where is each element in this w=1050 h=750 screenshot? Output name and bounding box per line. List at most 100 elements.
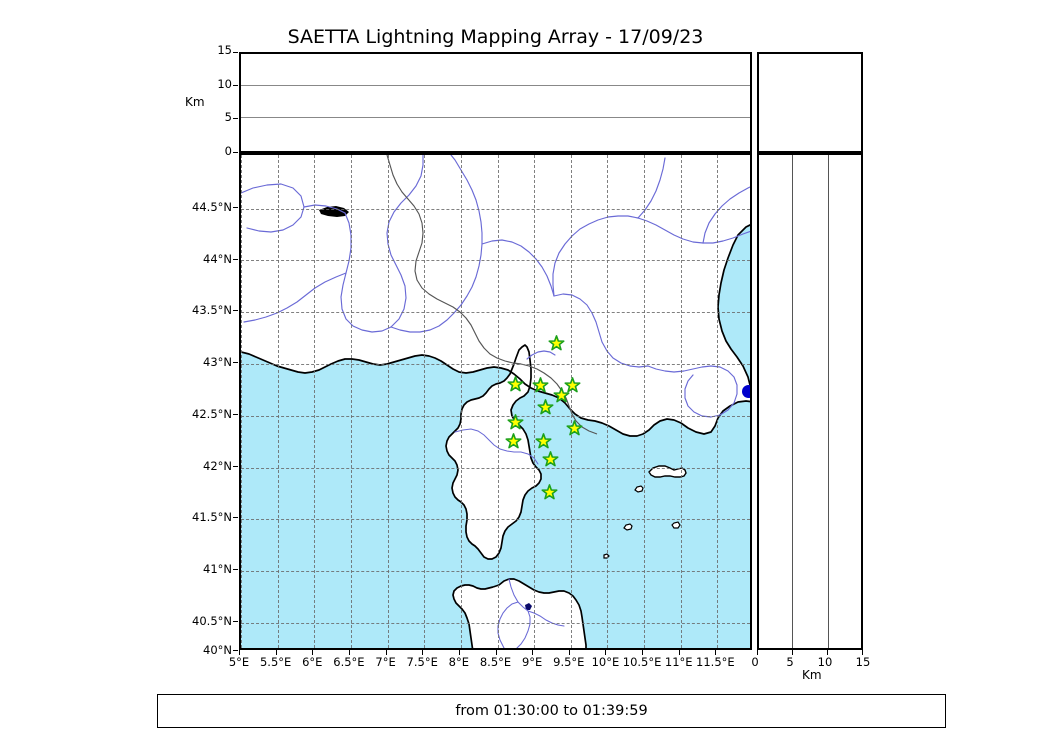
- tick-lon-8.5°E: 8.5°E: [479, 655, 512, 669]
- tick-right-10: 10: [817, 655, 833, 669]
- tickmark-right-10: [827, 650, 828, 655]
- tickmark-top-15: [233, 52, 238, 53]
- tickmark-lon-6°E: [312, 650, 314, 655]
- gridline-lon-5.5: [277, 155, 279, 648]
- panel-lon-altitude: [239, 52, 752, 153]
- tickmark-right-15: [862, 650, 863, 655]
- tick-lon-9.5°E: 9.5°E: [553, 655, 585, 669]
- gridline-lon-5: [241, 155, 242, 648]
- tick-lon-6.5°E: 6.5°E: [333, 655, 365, 669]
- gridline-lon-8.5: [497, 155, 499, 648]
- tickmark-lon-7°E: [385, 650, 387, 655]
- tick-top-y-5: 5: [224, 110, 232, 124]
- tickmark-lat-44.5: [233, 207, 238, 208]
- tick-lon-7.5°E: 7.5°E: [406, 655, 438, 669]
- station-marker: [548, 335, 565, 352]
- tick-top-y-10: 10: [217, 77, 232, 91]
- tickmark-lon-6.5°E: [348, 650, 350, 655]
- tick-lon-11°E: 11°E: [664, 655, 693, 669]
- tickmark-lon-8.5°E: [495, 650, 497, 655]
- tickmark-lat-41.5: [233, 517, 238, 518]
- status-text: from 01:30:00 to 01:39:59: [455, 703, 648, 719]
- tick-lon-5°E: 5°E: [228, 655, 250, 669]
- tickmark-lon-11°E: [678, 650, 680, 655]
- tick-right-5: 5: [786, 655, 794, 669]
- gridline-lat-44: [241, 260, 750, 262]
- tickmark-lat-42.5: [233, 414, 238, 415]
- panel-altitude-histogram: [757, 52, 863, 153]
- tick-lon-7°E: 7°E: [375, 655, 396, 669]
- tick-lon-5.5°E: 5.5°E: [259, 655, 292, 669]
- tickmark-lon-9.5°E: [568, 650, 570, 655]
- tickmark-lon-10°E: [605, 650, 607, 655]
- tick-lon-9°E: 9°E: [521, 655, 543, 669]
- station-marker: [507, 376, 524, 393]
- tickmark-right-5: [792, 650, 793, 655]
- tick-lon-10.5°E: 10.5°E: [622, 655, 662, 669]
- tick-top-y-0: 0: [224, 144, 232, 158]
- station-marker: [532, 377, 549, 394]
- gridline-lat-43.5: [241, 312, 750, 314]
- gridline-lon-8: [460, 155, 462, 648]
- station-marker: [564, 377, 581, 394]
- lightning-source-dot: [742, 384, 750, 398]
- gridline-lat-43: [241, 364, 750, 365]
- tickmark-top-0: [233, 152, 238, 153]
- tickmark-lon-5°E: [239, 650, 240, 655]
- gridline-lon-9: [534, 155, 536, 648]
- tickmark-lat-40: [233, 650, 238, 651]
- axis-label-right-km: Km: [802, 668, 822, 682]
- tick-lat-44.5: 44.5°N: [192, 200, 232, 214]
- tickmark-lon-11.5°E: [715, 650, 717, 655]
- page-title: SAETTA Lightning Mapping Array - 17/09/2…: [287, 26, 704, 48]
- tickmark-top-10: [233, 85, 238, 86]
- map-geography: [241, 155, 750, 648]
- tick-right-0: 0: [751, 655, 759, 669]
- tick-lat-42.5: 42.5°N: [192, 407, 232, 421]
- gridline-lat-41.5: [241, 519, 750, 521]
- tick-lat-43.5: 43.5°N: [192, 303, 232, 317]
- tick-lon-10°E: 10°E: [591, 655, 620, 669]
- tick-lat-40.5: 40.5°N: [192, 614, 232, 628]
- tickmark-lon-9°E: [532, 650, 534, 655]
- tickmark-lat-42: [233, 466, 238, 467]
- gridline-alt-5: [241, 117, 750, 119]
- tick-lat-40: 40°N: [203, 643, 232, 657]
- gridline-lon-9.5: [570, 155, 572, 648]
- gridline-lon-10.5: [644, 155, 646, 648]
- status-bar[interactable]: from 01:30:00 to 01:39:59: [157, 694, 946, 728]
- gridline-lon-11: [680, 155, 682, 648]
- gridline-lon-6.5: [351, 155, 352, 648]
- tickmark-lon-5.5°E: [275, 650, 277, 655]
- tickmark-lon-8°E: [458, 650, 460, 655]
- gridline-lon-11.5: [717, 155, 719, 648]
- gridline-lat-41: [241, 571, 750, 573]
- tickmark-lat-41: [233, 569, 238, 570]
- tickmark-right-0: [757, 650, 758, 655]
- station-marker: [505, 433, 522, 450]
- station-marker: [507, 413, 524, 431]
- station-marker: [541, 484, 558, 501]
- gridline-alt-10: [241, 85, 750, 87]
- gridline-lat-42: [241, 467, 750, 469]
- gridline-right-10: [827, 155, 829, 648]
- tick-lat-41.5: 41.5°N: [192, 510, 232, 524]
- station-marker: [537, 399, 554, 416]
- gridline-lon-6: [314, 155, 316, 648]
- tick-lat-41: 41°N: [203, 562, 232, 576]
- tickmark-lat-40.5: [233, 621, 238, 622]
- tickmark-lon-10.5°E: [642, 650, 644, 655]
- tickmark-lon-7.5°E: [422, 650, 424, 655]
- panel-altitude-lat: [757, 153, 863, 650]
- tick-lat-44: 44°N: [203, 252, 232, 266]
- panel-map[interactable]: [239, 153, 752, 650]
- tick-lon-11.5°E: 11.5°E: [696, 655, 735, 669]
- gridline-lat-44.5: [241, 208, 750, 210]
- gridline-right-5: [792, 155, 794, 648]
- tick-right-15: 15: [855, 655, 871, 669]
- tick-top-y-15: 15: [217, 43, 232, 57]
- tick-lat-43: 43°N: [203, 355, 232, 369]
- station-marker: [553, 386, 571, 404]
- tickmark-lat-43: [233, 362, 238, 363]
